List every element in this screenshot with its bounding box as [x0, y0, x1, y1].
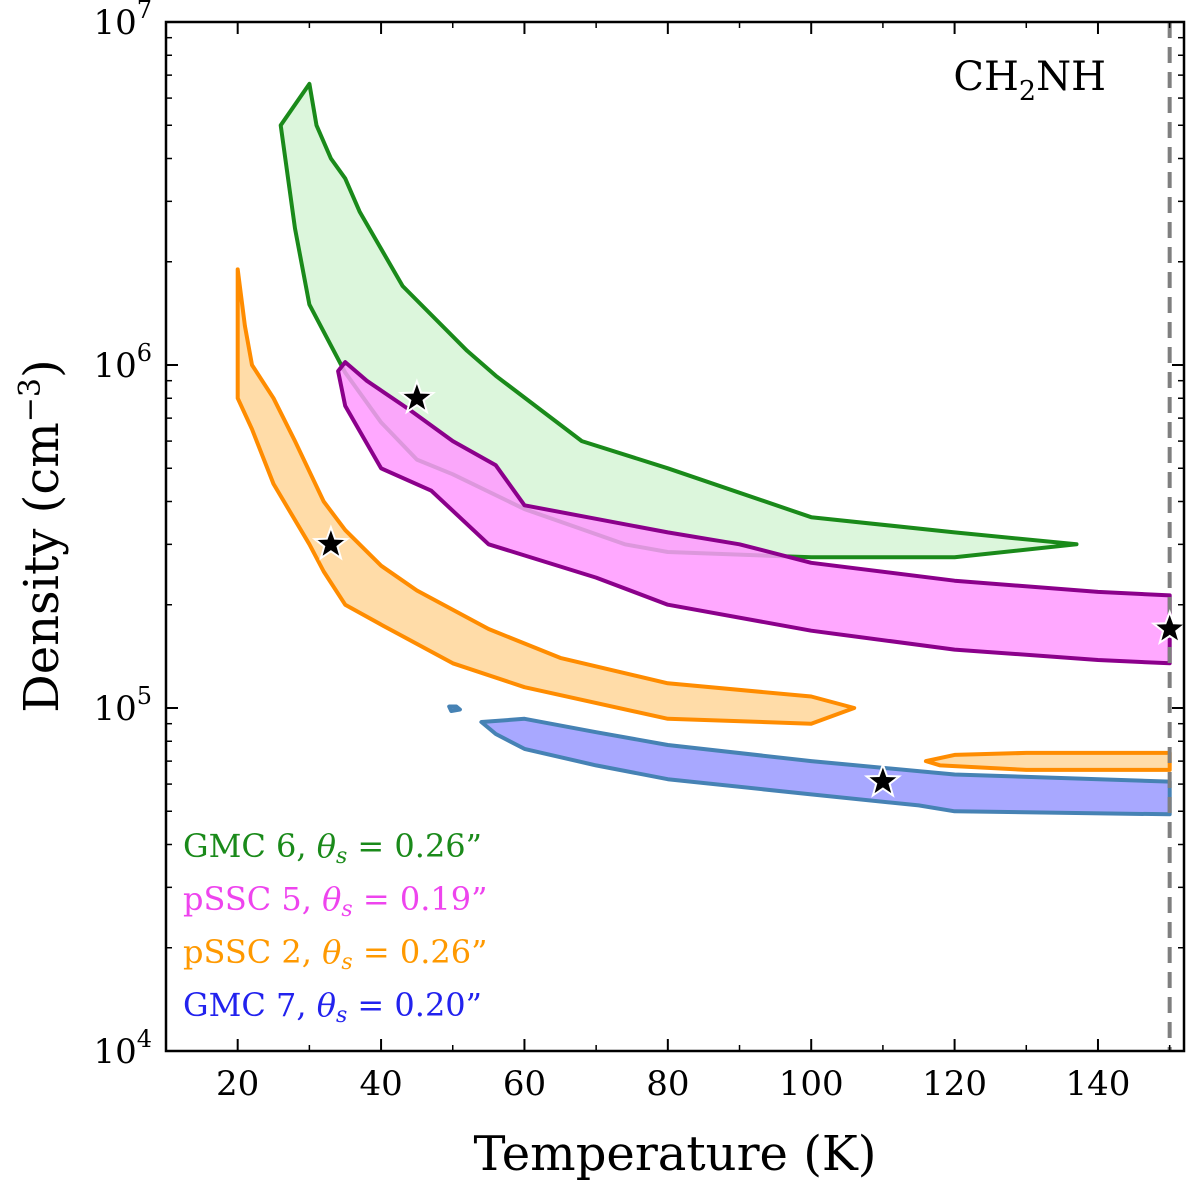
y-tick-label: 105 [93, 682, 152, 729]
contour-pssc-5-0 [336, 360, 1172, 666]
legend-item-pssc2: pSSC 2, θs = 0.26” [183, 933, 487, 975]
legend-item-pssc5: pSSC 5, θs = 0.19” [183, 880, 487, 922]
legend-item-gmc6: GMC 6, θs = 0.26” [183, 827, 482, 869]
star-markers [311, 378, 1189, 798]
y-tick-label: 104 [93, 1025, 152, 1072]
legend-item-gmc7: GMC 7, θs = 0.20” [183, 986, 482, 1028]
x-tick-label: 100 [779, 1064, 844, 1104]
x-tick-label: 80 [646, 1064, 689, 1104]
star-marker-0 [397, 378, 436, 415]
molecule-label: CH2NH [953, 54, 1106, 107]
star-marker-2 [1150, 609, 1189, 646]
x-tick-label: 120 [922, 1064, 987, 1104]
x-tick-label: 140 [1066, 1064, 1131, 1104]
axis-ticks: 20 40 60 80 100 120 140 104 105 106 107 [93, 0, 1184, 1104]
star-marker-1 [311, 524, 350, 561]
plot-frame [164, 20, 1186, 1053]
y-tick-label: 106 [93, 339, 152, 386]
x-tick-label: 60 [503, 1064, 546, 1104]
star-marker-3 [863, 761, 902, 798]
x-tick-label: 20 [216, 1064, 259, 1104]
contour-gmc-7-0 [479, 716, 1172, 817]
contour-layer [235, 81, 1172, 817]
x-tick-label: 40 [359, 1064, 402, 1104]
x-axis-title: Temperature (K) [473, 1126, 876, 1182]
legend: GMC 6, θs = 0.26” pSSC 5, θs = 0.19” pSS… [183, 827, 487, 1028]
y-tick-label: 107 [93, 0, 152, 43]
contour-pssc-2-0 [235, 267, 857, 726]
contour-gmc-7-1 [447, 704, 462, 713]
contour-pssc-2-1 [923, 750, 1172, 772]
y-axis-title: Density (cm−3) [13, 359, 70, 713]
